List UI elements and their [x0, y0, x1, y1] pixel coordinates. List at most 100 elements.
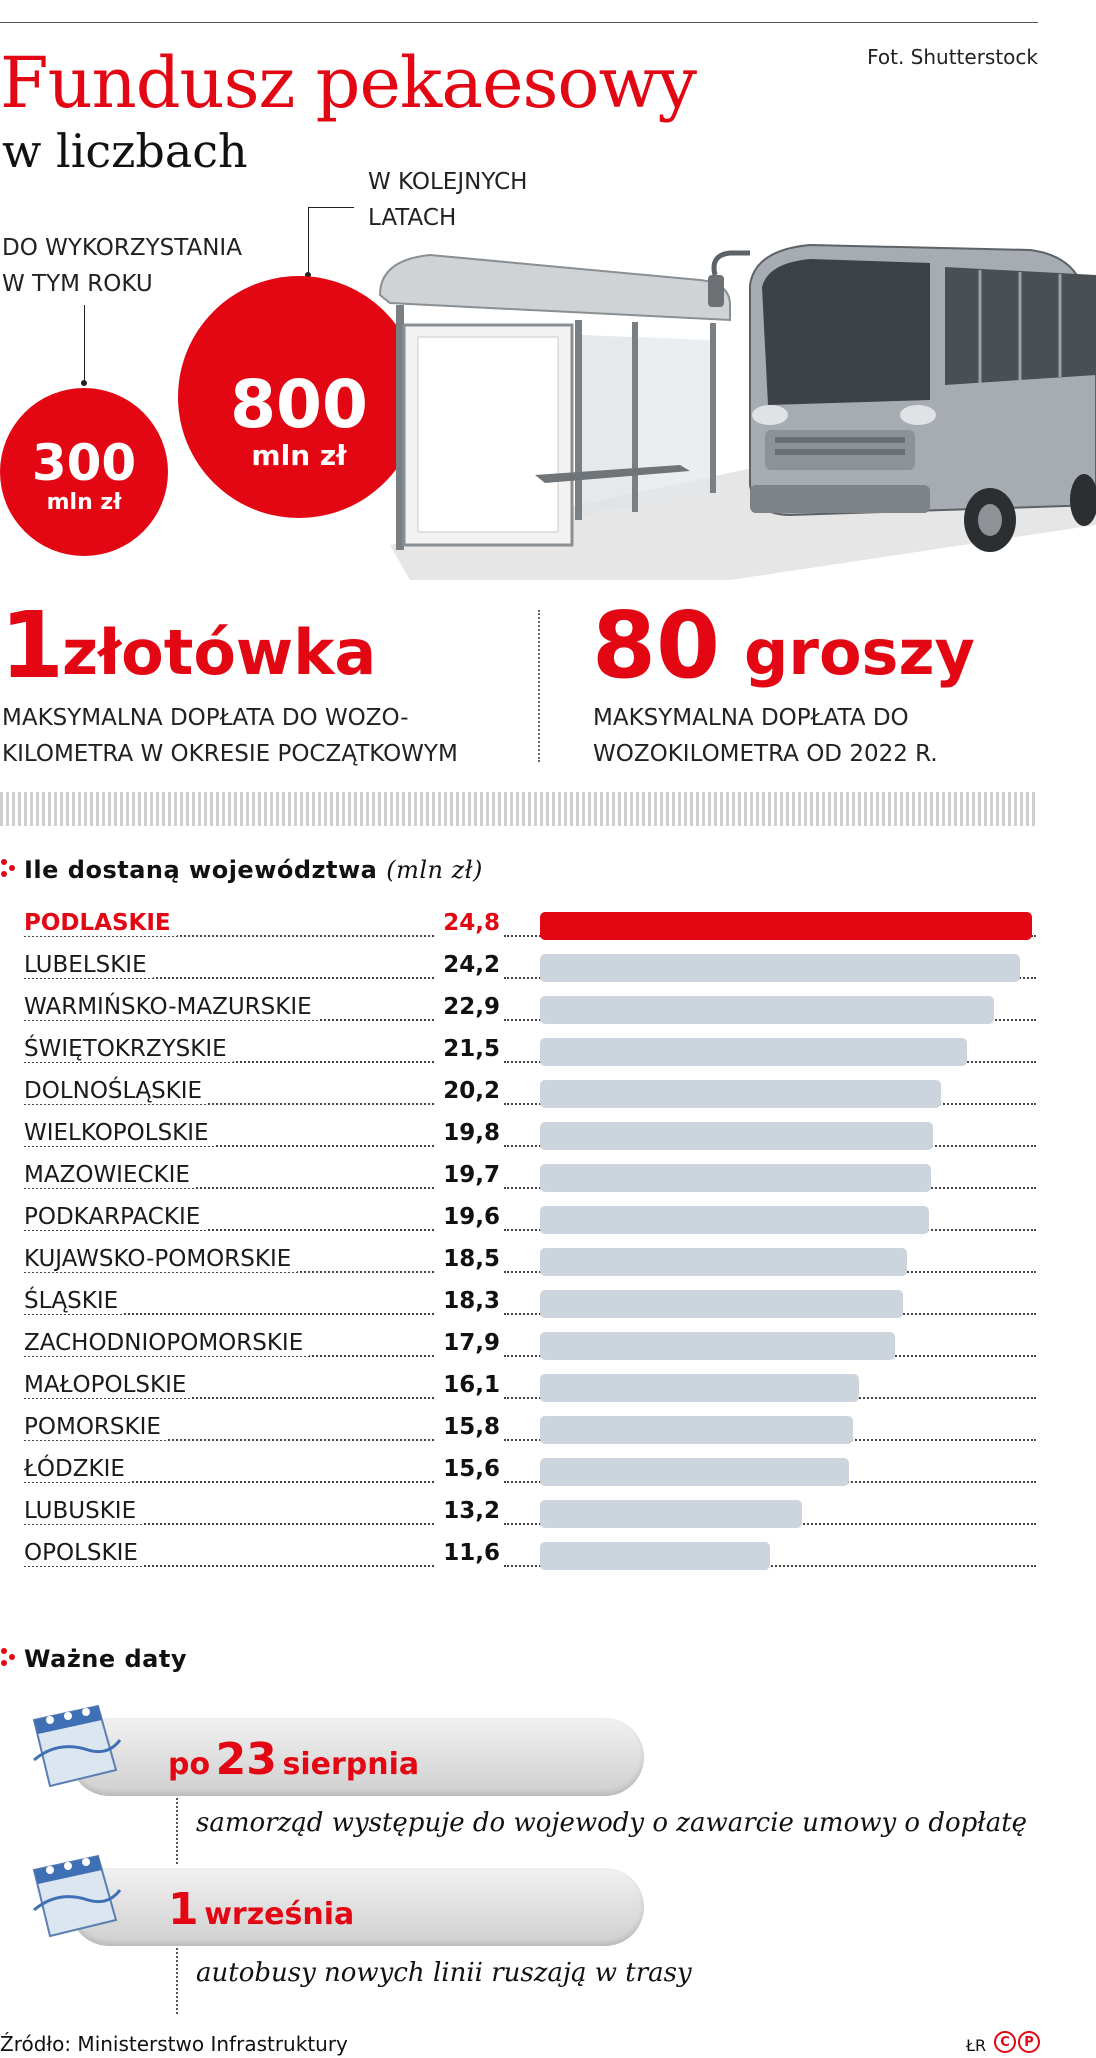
row-leader	[24, 1271, 434, 1273]
value-label: 20,2	[440, 1078, 500, 1104]
row-leader	[24, 1397, 434, 1399]
dates-bullet-icon	[0, 1647, 20, 1667]
dates-title: Ważne daty	[24, 1645, 187, 1673]
next-years-pointer-dot	[305, 272, 311, 278]
row-leader	[24, 1481, 434, 1483]
shelter-bench	[535, 465, 690, 483]
row-leader	[24, 1565, 434, 1567]
stat-left-word: złotówka	[62, 616, 377, 689]
circle-300: 300 mln zł	[0, 388, 168, 556]
region-label: KUJAWSKO-POMORSKIE	[24, 1246, 298, 1272]
page-subtitle: w liczbach	[2, 124, 248, 178]
top-rule	[0, 22, 1038, 23]
bus-windshield	[762, 259, 930, 405]
value-label: 15,6	[440, 1456, 500, 1482]
bar-track	[504, 1565, 1036, 1567]
bus-stop-illustration	[378, 243, 1096, 580]
date-2-connector	[176, 1948, 178, 2014]
bar	[540, 1416, 853, 1444]
bar	[540, 1248, 907, 1276]
bar	[540, 1374, 859, 1402]
bar	[540, 996, 994, 1024]
region-label: LUBELSKIE	[24, 952, 153, 978]
date-1-text: po 23 sierpnia	[168, 1734, 420, 1785]
next-years-pointer-arm	[308, 207, 354, 208]
bar	[540, 1542, 770, 1570]
shelter-roof	[378, 253, 731, 322]
region-label: WARMIŃSKO-MAZURSKIE	[24, 994, 318, 1020]
chart-title: Ile dostaną województwa (mln zł)	[24, 856, 483, 884]
bar	[540, 1290, 903, 1318]
bus-wheel-rear	[1070, 474, 1096, 526]
region-label: DOLNOŚLĄSKIE	[24, 1078, 209, 1104]
bar	[540, 1500, 802, 1528]
stat-right-caption: MAKSYMALNA DOPŁATA DO WOZOKILOMETRA OD 20…	[593, 705, 938, 767]
page-title: Fundusz pekaesowy	[0, 42, 697, 124]
region-label: PODKARPACKIE	[24, 1204, 207, 1230]
stats-divider	[538, 610, 540, 762]
row-leader	[24, 1229, 434, 1231]
region-label: MAŁOPOLSKIE	[24, 1372, 193, 1398]
bar	[540, 1332, 895, 1360]
value-label: 22,9	[440, 994, 500, 1020]
row-leader	[24, 977, 434, 979]
stat-right-number: 80	[592, 592, 721, 699]
value-label: 18,3	[440, 1288, 500, 1314]
row-leader	[24, 1061, 434, 1063]
section-separator	[0, 792, 1038, 826]
this-year-pointer	[84, 305, 85, 383]
value-label: 21,5	[440, 1036, 500, 1062]
regions-bar-chart: PODLASKIE 24,8 LUBELSKIE 24,2 WARMIŃSKO-MAZU…	[0, 900, 1096, 1580]
value-label: 19,8	[440, 1120, 500, 1146]
row-leader	[24, 935, 434, 937]
region-label: MAZOWIECKIE	[24, 1162, 196, 1188]
date-pill-2	[70, 1868, 644, 1946]
date-2-description: autobusy nowych linii ruszają w trasy	[196, 1958, 692, 1988]
calendar-icon	[32, 1704, 122, 1788]
bus-mirror	[711, 250, 750, 276]
stat-right-word: groszy	[744, 616, 975, 689]
region-label: ŚLĄSKIE	[24, 1288, 125, 1314]
stat-left-caption: MAKSYMALNA DOPŁATA DO WOZO- KILOMETRA W O…	[2, 705, 458, 767]
stat-left-number: 1	[0, 592, 65, 699]
circle-800: 800 mln zł	[178, 276, 420, 518]
row-leader	[24, 1439, 434, 1441]
bar	[540, 1038, 967, 1066]
author-initials: ŁR	[966, 2036, 987, 2055]
bar	[540, 954, 1020, 982]
publisher-logo: C P	[994, 2031, 1040, 2053]
photo-credit: Fot. Shutterstock	[867, 45, 1038, 69]
next-years-pointer	[308, 207, 309, 273]
row-leader	[24, 1523, 434, 1525]
row-leader	[24, 1019, 434, 1021]
region-label: POMORSKIE	[24, 1414, 167, 1440]
region-label: LUBUSKIE	[24, 1498, 143, 1524]
region-label: WIELKOPOLSKIE	[24, 1120, 215, 1146]
value-label: 24,8	[440, 910, 500, 936]
date-1-description: samorząd występuje do wojewody o zawarci…	[196, 1808, 1028, 1838]
bar	[540, 1458, 849, 1486]
section-bullet-icon	[0, 858, 20, 878]
this-year-pointer-dot	[81, 380, 87, 386]
region-label: PODLASKIE	[24, 910, 177, 936]
this-year-label: DO WYKORZYSTANIA W TYM ROKU	[2, 235, 242, 297]
source-note: Źródło: Ministerstwo Infrastruktury	[0, 2032, 348, 2056]
row-leader	[24, 1313, 434, 1315]
value-label: 19,7	[440, 1162, 500, 1188]
row-leader	[24, 1187, 434, 1189]
region-label: ZACHODNIOPOMORSKIE	[24, 1330, 310, 1356]
bar	[540, 912, 1032, 940]
value-label: 18,5	[440, 1246, 500, 1272]
bar	[540, 1122, 933, 1150]
calendar-icon	[32, 1854, 122, 1938]
value-label: 13,2	[440, 1498, 500, 1524]
value-label: 17,9	[440, 1330, 500, 1356]
row-leader	[24, 1355, 434, 1357]
region-label: ŚWIĘTOKRZYSKIE	[24, 1036, 233, 1062]
bar	[540, 1080, 941, 1108]
bar	[540, 1164, 931, 1192]
next-years-label: W KOLEJNYCH LATACH	[368, 169, 528, 231]
row-leader	[24, 1103, 434, 1105]
bar	[540, 1206, 929, 1234]
value-label: 15,8	[440, 1414, 500, 1440]
